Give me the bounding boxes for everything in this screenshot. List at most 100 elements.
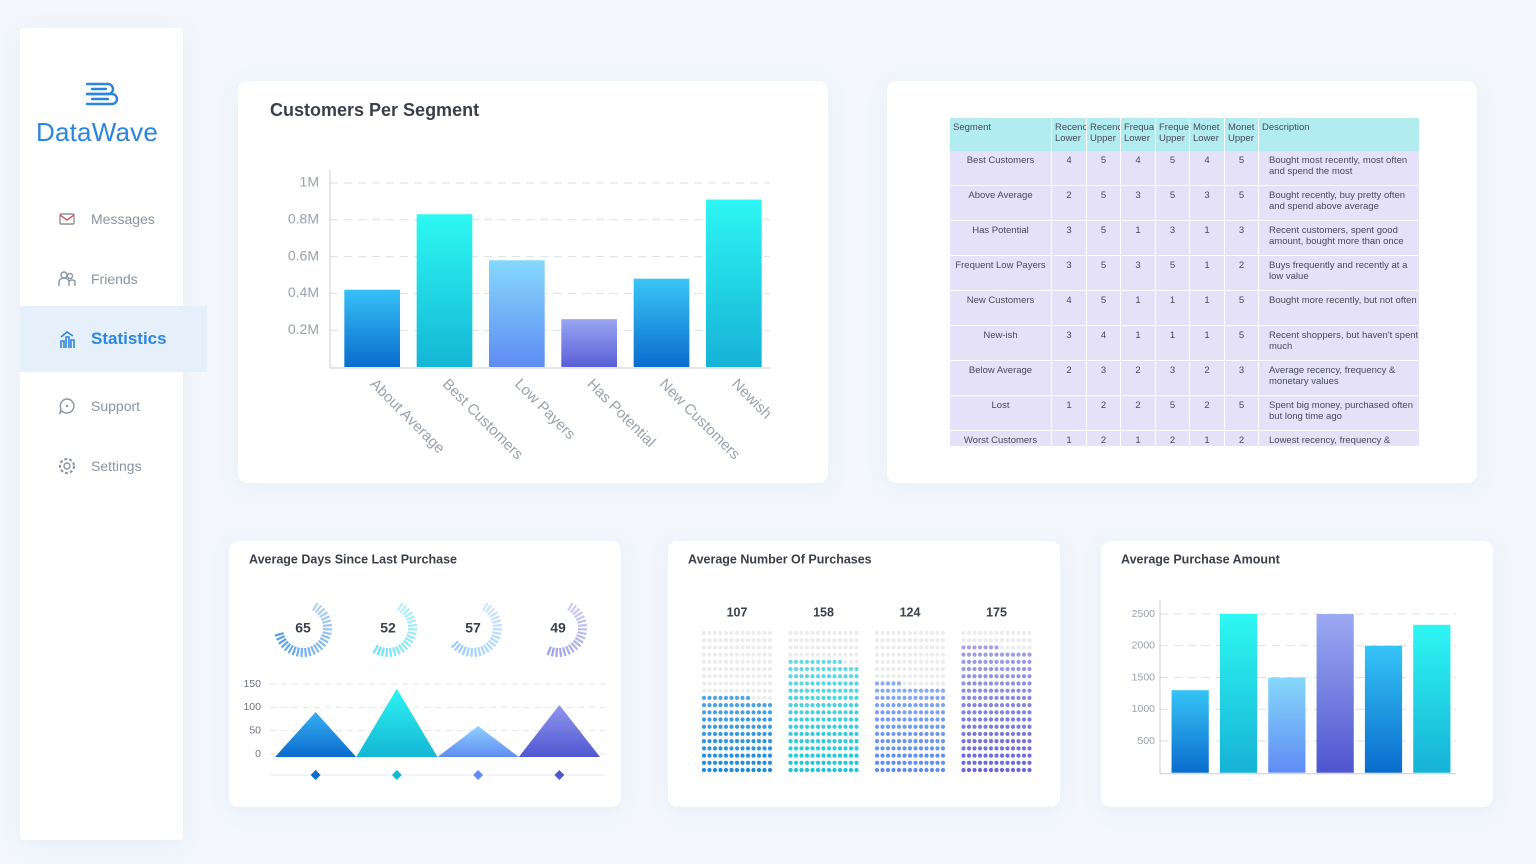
- empty-dot: [988, 638, 994, 643]
- table-cell: 5: [1224, 185, 1259, 221]
- dot: [972, 767, 977, 773]
- dot: [751, 710, 756, 715]
- dot: [707, 695, 712, 700]
- dot: [1005, 652, 1010, 657]
- empty-dot: [810, 652, 815, 657]
- triangle: [437, 726, 519, 757]
- dot: [1027, 753, 1032, 758]
- dot: [745, 724, 751, 729]
- dot: [972, 710, 977, 715]
- table-cell: 2: [1155, 430, 1190, 446]
- dot: [854, 717, 859, 722]
- empty-dot: [810, 630, 815, 636]
- dot: [810, 688, 815, 693]
- dot: [907, 746, 913, 751]
- dot: [843, 695, 848, 700]
- empty-dot: [913, 645, 918, 650]
- nav-item[interactable]: Friends: [20, 246, 207, 312]
- table-cell: 2: [1224, 255, 1259, 291]
- nav-item[interactable]: Settings: [20, 433, 207, 499]
- dot: [988, 688, 994, 693]
- dot: [707, 739, 712, 744]
- empty-dot: [913, 659, 918, 664]
- dot: [940, 731, 946, 737]
- gauge-tick: [567, 602, 574, 612]
- dot: [966, 767, 972, 773]
- empty-dot: [924, 674, 929, 679]
- nav-item[interactable]: Support: [20, 373, 207, 439]
- dot: [999, 717, 1005, 722]
- dot: [983, 703, 988, 708]
- dot-group: [701, 695, 773, 773]
- dot: [907, 731, 913, 737]
- empty-dot: [902, 681, 907, 686]
- table-cell: 1: [1189, 255, 1225, 291]
- empty-dot: [924, 630, 929, 636]
- dot: [821, 731, 826, 737]
- nav-label: Messages: [91, 211, 155, 227]
- dot: [1027, 688, 1032, 693]
- nav-item[interactable]: Messages: [20, 186, 207, 252]
- y-tick-label: 0.4M: [288, 284, 319, 300]
- empty-dot: [891, 652, 896, 657]
- column-header: Description: [1258, 118, 1419, 151]
- dot: [837, 731, 843, 737]
- gauge-tick: [473, 647, 478, 657]
- empty-dot: [821, 638, 826, 643]
- dot: [1016, 695, 1021, 700]
- dot: [1027, 674, 1032, 679]
- dot: [718, 739, 723, 744]
- empty-dot: [740, 638, 745, 643]
- empty-dot: [723, 674, 729, 679]
- nav-item[interactable]: Statistics: [20, 306, 207, 372]
- dot: [880, 717, 885, 722]
- dot: [793, 688, 799, 693]
- dot: [929, 703, 935, 708]
- nav-icon: [60, 330, 75, 348]
- dot: [854, 703, 859, 708]
- dot: [935, 724, 940, 729]
- dot: [913, 746, 918, 751]
- dot: [940, 688, 946, 693]
- dot: [793, 739, 799, 744]
- dot: [918, 724, 924, 729]
- dot: [972, 659, 977, 664]
- dot: [843, 724, 848, 729]
- empty-dot: [966, 638, 972, 643]
- empty-dot: [874, 652, 880, 657]
- dot: [896, 724, 902, 729]
- dot: [961, 731, 966, 737]
- dot: [1021, 731, 1027, 737]
- gauge-tick: [577, 623, 587, 628]
- dot: [983, 717, 988, 722]
- dot-group: [961, 645, 1032, 773]
- dot: [885, 724, 891, 729]
- table-cell: 3: [1086, 360, 1121, 396]
- empty-dot: [723, 688, 729, 693]
- dot: [966, 659, 972, 664]
- empty-dot: [767, 652, 773, 657]
- dot: [756, 746, 762, 751]
- dot: [961, 760, 966, 765]
- table-cell: 1: [1189, 325, 1225, 361]
- empty-dot: [929, 645, 935, 650]
- dot: [977, 717, 983, 722]
- gauge-tick: [315, 642, 324, 651]
- empty-dot: [826, 630, 832, 636]
- table-cell: 2: [1189, 395, 1225, 431]
- triangle: [518, 705, 600, 757]
- table-row: Worst Customers 1 2 1 2 1 2 Lowest recency, fre…: [950, 430, 1419, 446]
- gauge-tick: [319, 611, 328, 619]
- dot: [880, 731, 885, 737]
- empty-dot: [718, 674, 723, 679]
- dot: [1027, 703, 1032, 708]
- dot: [1027, 717, 1032, 722]
- dot: [854, 710, 859, 715]
- dot: [913, 731, 918, 737]
- segment-table: Segment Recenc Lower Recenc Upper Frequa Lo…: [950, 118, 1419, 446]
- dot: [891, 731, 896, 737]
- dot: [832, 695, 837, 700]
- dot: [740, 767, 745, 773]
- dot: [804, 767, 810, 773]
- dot: [815, 717, 821, 722]
